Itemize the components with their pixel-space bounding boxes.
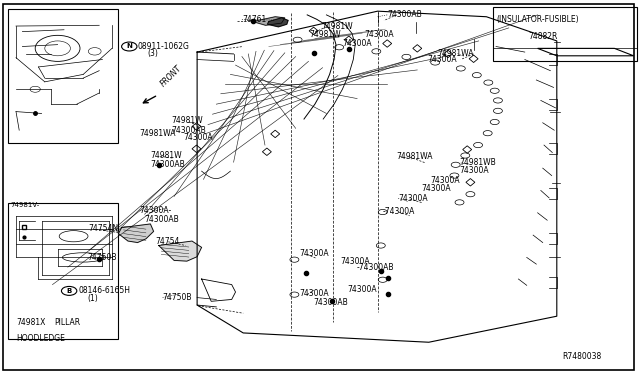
Text: 74300A: 74300A [422,185,451,193]
Text: 74300A: 74300A [342,39,372,48]
Text: 74981W: 74981W [309,30,340,39]
Text: 74754: 74754 [155,237,179,246]
Text: 74300A: 74300A [428,55,457,64]
Text: 74981WA: 74981WA [437,49,474,58]
Text: PILLAR: PILLAR [54,318,81,327]
Text: HOODLEDGE: HOODLEDGE [16,334,65,343]
Text: 74300A: 74300A [460,166,489,175]
Text: 74981W: 74981W [150,151,182,160]
Text: 74981WB: 74981WB [460,158,496,167]
Polygon shape [268,18,288,27]
Text: (INSULATOR-FUSIBLE): (INSULATOR-FUSIBLE) [496,15,579,24]
Text: 74300AB: 74300AB [387,10,422,19]
Text: 74300A: 74300A [340,257,370,266]
Text: (3): (3) [147,49,158,58]
Text: 74761: 74761 [242,15,266,24]
Text: 74300A: 74300A [299,249,328,258]
Text: 74300A: 74300A [398,194,428,203]
Text: 74300AB: 74300AB [314,298,348,307]
Bar [8,9,118,143]
Text: 74981V-: 74981V- [10,202,40,208]
Text: FRONT: FRONT [159,64,184,89]
Text: B: B [67,288,72,294]
Text: 74300A: 74300A [347,285,376,294]
Text: -74300A: -74300A [383,207,415,216]
Text: 08146-6165H: 08146-6165H [78,286,130,295]
Text: 74300A-: 74300A- [140,206,172,215]
Polygon shape [118,224,154,243]
Text: 74300A: 74300A [184,133,213,142]
Text: R7480038: R7480038 [562,352,601,361]
Text: 74300A: 74300A [430,176,460,185]
Text: 74300AB: 74300AB [150,160,185,169]
Text: 74300A: 74300A [299,289,328,298]
Text: 74981X: 74981X [16,318,45,327]
Text: 74300A: 74300A [365,30,394,39]
Text: N: N [126,44,132,49]
Text: 08911-1062G: 08911-1062G [138,42,189,51]
Bar [8,203,118,339]
Text: 74750B: 74750B [87,253,116,262]
Text: 74300AB: 74300AB [144,215,179,224]
Text: 74882R: 74882R [528,32,557,41]
Text: 74981W: 74981W [321,22,353,31]
Text: -74300AB: -74300AB [357,263,395,272]
Text: 74754N: 74754N [88,224,118,233]
Text: 74981WA: 74981WA [397,152,433,161]
Text: 74981W: 74981W [172,116,203,125]
Text: (1): (1) [87,294,98,303]
Polygon shape [253,17,285,25]
Bar [493,7,637,61]
Polygon shape [159,241,202,261]
Text: 74981WA: 74981WA [140,129,176,138]
Text: 74750B: 74750B [163,293,192,302]
Text: 74300AB: 74300AB [172,126,206,135]
